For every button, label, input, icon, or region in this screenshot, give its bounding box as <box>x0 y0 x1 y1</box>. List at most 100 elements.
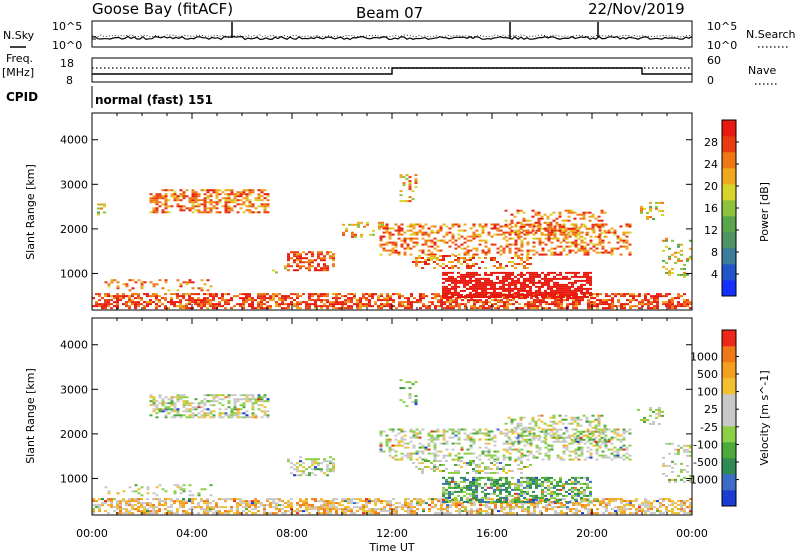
echo-cell <box>430 259 433 261</box>
echo-cell <box>553 235 557 238</box>
echo-cell <box>472 482 475 485</box>
echo-cell <box>494 307 497 310</box>
echo-cell <box>239 297 242 300</box>
echo-cell <box>544 438 548 441</box>
echo-cell <box>591 213 595 216</box>
echo-cell <box>378 221 381 224</box>
echo-cell <box>149 512 152 515</box>
echo-cell <box>508 446 512 449</box>
echo-cell <box>394 444 398 447</box>
echo-cell <box>574 231 578 234</box>
echo-cell <box>305 468 308 471</box>
echo-cell <box>680 305 683 308</box>
echo-cell <box>559 458 563 461</box>
echo-cell <box>573 233 577 236</box>
echo-cell <box>206 394 210 397</box>
echo-cell <box>146 510 149 513</box>
echo-cell <box>342 223 345 226</box>
echo-cell <box>314 460 317 463</box>
echo-cell <box>517 273 520 276</box>
echo-cell <box>564 209 568 212</box>
echo-cell <box>436 263 439 265</box>
echo-cell <box>173 293 176 296</box>
echo-cell <box>569 502 572 505</box>
echo-cell <box>566 303 569 306</box>
echo-cell <box>499 478 502 481</box>
echo-cell <box>405 174 409 177</box>
echo-cell <box>511 294 514 296</box>
echo-cell <box>248 394 252 397</box>
echo-cell <box>454 442 458 445</box>
echo-cell <box>458 500 461 503</box>
echo-cell <box>197 293 200 296</box>
echo-cell <box>481 289 484 292</box>
echo-cell <box>182 193 186 196</box>
echo-cell <box>583 253 587 256</box>
echo-cell <box>251 203 255 206</box>
echo-cell <box>625 247 629 250</box>
echo-cell <box>302 504 305 507</box>
echo-cell <box>242 506 245 509</box>
echo-cell <box>562 452 566 455</box>
echo-cell <box>499 265 502 267</box>
echo-cell <box>248 189 252 192</box>
echo-cell <box>565 275 568 278</box>
echo-cell <box>589 283 592 286</box>
echo-cell <box>511 470 514 472</box>
echo-cell <box>476 301 479 304</box>
echo-cell <box>179 500 182 503</box>
echo-cell <box>457 432 461 435</box>
echo-cell <box>191 402 195 405</box>
echo-cell <box>567 233 571 236</box>
echo-cell <box>555 217 559 220</box>
echo-cell <box>493 490 496 493</box>
echo-cell <box>457 225 461 228</box>
echo-cell <box>296 504 299 507</box>
echo-cell <box>167 189 171 192</box>
echo-cell <box>466 436 470 439</box>
echo-cell <box>469 460 472 462</box>
freq-unit-label: [MHz] <box>2 66 34 79</box>
echo-cell <box>478 239 482 242</box>
echo-cell <box>519 221 523 224</box>
echo-cell <box>517 456 521 459</box>
echo-cell <box>476 510 479 513</box>
echo-cell <box>445 225 449 228</box>
echo-cell <box>248 209 252 212</box>
echo-cell <box>665 245 668 248</box>
echo-cell <box>647 293 650 296</box>
echo-cell <box>680 249 683 252</box>
echo-cell <box>260 410 264 413</box>
echo-cell <box>689 255 692 258</box>
echo-cell <box>552 211 556 214</box>
echo-cell <box>535 456 539 459</box>
echo-cell <box>509 504 512 507</box>
echo-cell <box>179 416 183 419</box>
echo-cell <box>344 299 347 302</box>
echo-cell <box>155 400 159 403</box>
echo-cell <box>589 279 592 282</box>
echo-cell <box>360 233 363 236</box>
echo-cell <box>658 209 661 212</box>
echo-cell <box>245 297 248 300</box>
echo-cell <box>236 502 239 505</box>
echo-cell <box>594 235 598 238</box>
echo-cell <box>520 460 523 462</box>
echo-cell <box>517 281 520 284</box>
echo-cell <box>158 301 161 304</box>
echo-cell <box>149 197 153 200</box>
echo-cell <box>475 432 479 435</box>
echo-cell <box>686 303 689 306</box>
echo-cell <box>644 510 647 513</box>
echo-cell <box>365 305 368 308</box>
echo-cell <box>347 305 350 308</box>
echo-cell <box>194 414 198 417</box>
echo-cell <box>236 193 240 196</box>
echo-cell <box>502 289 505 292</box>
echo-cell <box>155 199 159 202</box>
echo-cell <box>382 243 386 246</box>
echo-cell <box>551 506 554 509</box>
echo-cell <box>412 434 416 437</box>
echo-cell <box>508 249 512 252</box>
echo-cell <box>683 504 686 507</box>
